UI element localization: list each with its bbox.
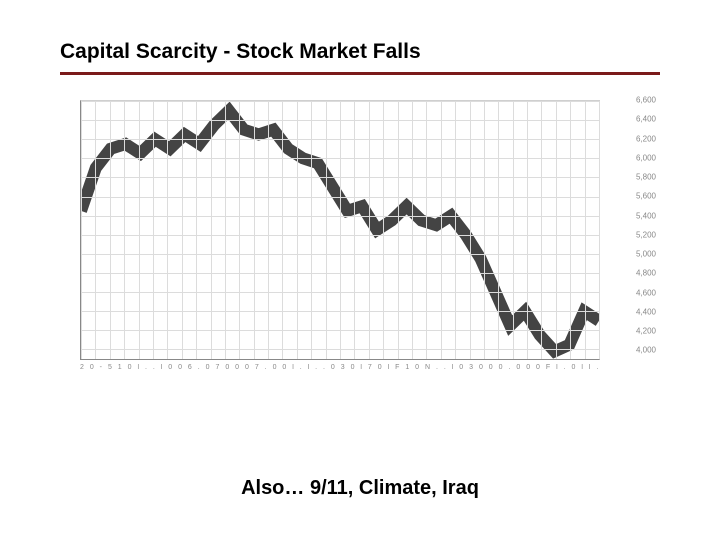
chart-gridline-v [426,101,427,359]
chart-y-tick-label: 6,200 [636,134,656,143]
chart-gridline-v [124,101,125,359]
chart-y-tick-label: 6,400 [636,115,656,124]
stock-chart: 4,000 4,200 4,400 4,600 4,800 5,000 5,200 5,400… [60,100,660,390]
chart-gridline-v [570,101,571,359]
chart-y-tick-label: 5,200 [636,230,656,239]
chart-gridline-v [527,101,528,359]
chart-gridline-v [369,101,370,359]
chart-y-tick-label: 4,000 [636,346,656,355]
chart-gridline-v [196,101,197,359]
chart-x-labels: 2 0 - 5 1 0 l . . l 0 0 6 . 0 7 0 0 0 7 … [80,364,600,390]
chart-gridline-v [498,101,499,359]
chart-y-tick-label: 5,800 [636,173,656,182]
chart-gridline-v [182,101,183,359]
title-rule [60,72,660,75]
chart-gridline-v [95,101,96,359]
chart-gridline-v [541,101,542,359]
chart-gridline-v [225,101,226,359]
chart-y-tick-label: 5,000 [636,250,656,259]
slide: Capital Scarcity - Stock Market Falls 4,… [0,0,720,540]
chart-gridline-v [81,101,82,359]
chart-gridline-v [556,101,557,359]
chart-gridline-v [585,101,586,359]
chart-y-tick-label: 4,800 [636,269,656,278]
chart-gridline-v [282,101,283,359]
chart-gridline-v [311,101,312,359]
chart-gridline-v [441,101,442,359]
chart-gridline-v [239,101,240,359]
chart-gridline-v [383,101,384,359]
chart-plot-area [80,100,600,360]
chart-y-tick-label: 5,600 [636,192,656,201]
chart-gridline-v [268,101,269,359]
chart-y-tick-label: 4,200 [636,327,656,336]
chart-y-labels: 4,000 4,200 4,400 4,600 4,800 5,000 5,200 5,400… [604,100,660,360]
chart-gridline-v [412,101,413,359]
chart-gridline-v [470,101,471,359]
chart-gridline-v [167,101,168,359]
chart-gridline-v [254,101,255,359]
chart-y-tick-label: 6,000 [636,153,656,162]
chart-y-tick-label: 5,400 [636,211,656,220]
chart-gridline-v [297,101,298,359]
chart-gridline-v [513,101,514,359]
chart-gridline-v [354,101,355,359]
chart-y-tick-label: 4,600 [636,288,656,297]
chart-gridline-v [398,101,399,359]
chart-gridline-v [340,101,341,359]
chart-gridline-v [484,101,485,359]
slide-caption: Also… 9/11, Climate, Iraq [0,477,720,500]
chart-gridline-v [326,101,327,359]
chart-gridline-v [455,101,456,359]
chart-y-tick-label: 6,600 [636,96,656,105]
chart-gridline-v [211,101,212,359]
chart-y-tick-label: 4,400 [636,307,656,316]
chart-gridline-v [139,101,140,359]
chart-gridline-v [599,101,600,359]
slide-title: Capital Scarcity - Stock Market Falls [60,40,660,72]
chart-gridline-v [110,101,111,359]
chart-gridline-v [153,101,154,359]
